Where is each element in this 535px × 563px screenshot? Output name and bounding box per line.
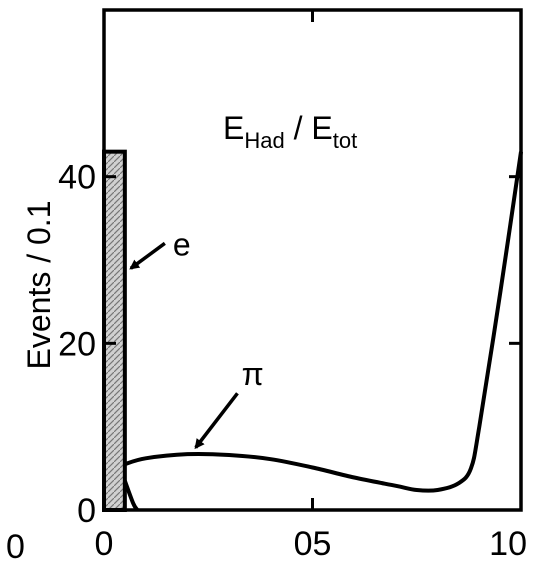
x-tick-label: 10 <box>489 525 527 563</box>
pi-arrow <box>194 392 239 450</box>
y-tick-label: 40 <box>58 159 96 197</box>
bar-e <box>102 149 127 513</box>
title-e1: E <box>223 110 244 146</box>
x-tick-label: 05 <box>294 525 332 563</box>
y-tick-label: 0 <box>77 492 96 530</box>
left-edge-tick-label: 0 <box>6 528 25 563</box>
plot-frame <box>102 8 523 512</box>
pi-annotation-label: π <box>242 356 264 392</box>
y-tick-label: 20 <box>58 325 96 363</box>
chart-title: EHad / Etot <box>223 110 357 153</box>
curve-e-tail <box>122 480 140 512</box>
e-arrow <box>129 241 166 270</box>
title-sub1: Had <box>244 128 284 153</box>
title-e2: E <box>311 110 332 146</box>
title-sub2: tot <box>333 128 357 153</box>
y-axis-label: Events / 0.1 <box>21 201 57 370</box>
title-slash: / <box>285 110 312 146</box>
x-tick-label: 0 <box>95 525 114 563</box>
curve-π <box>124 151 523 493</box>
e-annotation-label: e <box>173 226 191 262</box>
